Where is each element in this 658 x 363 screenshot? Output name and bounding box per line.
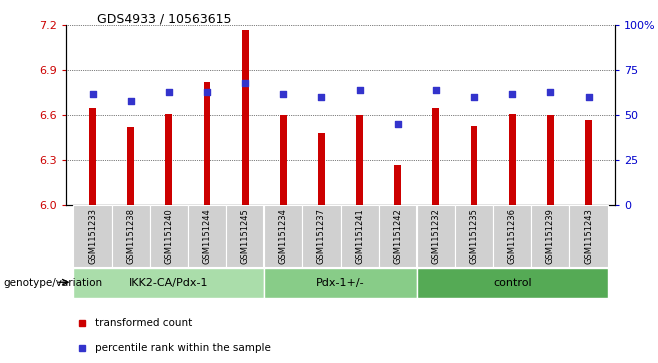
Text: GSM1151245: GSM1151245 bbox=[241, 208, 249, 264]
Point bbox=[126, 98, 136, 104]
Text: genotype/variation: genotype/variation bbox=[3, 278, 103, 288]
Bar bbox=[356, 115, 363, 205]
Point bbox=[316, 94, 327, 100]
Text: IKK2-CA/Pdx-1: IKK2-CA/Pdx-1 bbox=[129, 278, 209, 288]
Point bbox=[392, 121, 403, 127]
Point bbox=[278, 91, 289, 97]
Bar bbox=[417, 269, 607, 298]
Text: GSM1151235: GSM1151235 bbox=[470, 208, 478, 264]
Bar bbox=[493, 205, 531, 267]
Point bbox=[88, 91, 98, 97]
Text: GSM1151238: GSM1151238 bbox=[126, 208, 135, 264]
Text: Pdx-1+/-: Pdx-1+/- bbox=[316, 278, 365, 288]
Bar bbox=[165, 114, 172, 205]
Bar bbox=[585, 120, 592, 205]
Point bbox=[430, 87, 441, 93]
Bar bbox=[226, 205, 265, 267]
Bar bbox=[112, 205, 150, 267]
Bar bbox=[455, 205, 493, 267]
Text: GDS4933 / 10563615: GDS4933 / 10563615 bbox=[97, 13, 232, 26]
Text: GSM1151244: GSM1151244 bbox=[203, 208, 211, 264]
Point bbox=[507, 91, 517, 97]
Bar bbox=[150, 205, 188, 267]
Point bbox=[354, 87, 365, 93]
Bar bbox=[470, 126, 478, 205]
Bar bbox=[394, 165, 401, 205]
Text: control: control bbox=[493, 278, 532, 288]
Bar bbox=[127, 127, 134, 205]
Bar bbox=[341, 205, 378, 267]
Bar bbox=[547, 115, 554, 205]
Text: GSM1151243: GSM1151243 bbox=[584, 208, 593, 264]
Bar bbox=[203, 82, 211, 205]
Bar bbox=[509, 114, 516, 205]
Bar bbox=[188, 205, 226, 267]
Text: percentile rank within the sample: percentile rank within the sample bbox=[95, 343, 270, 353]
Bar bbox=[241, 30, 249, 205]
Text: GSM1151236: GSM1151236 bbox=[508, 208, 517, 264]
Bar bbox=[280, 115, 287, 205]
Text: GSM1151242: GSM1151242 bbox=[393, 208, 402, 264]
Text: GSM1151237: GSM1151237 bbox=[317, 208, 326, 264]
Text: GSM1151234: GSM1151234 bbox=[279, 208, 288, 264]
Bar bbox=[432, 108, 440, 205]
Bar bbox=[531, 205, 569, 267]
Bar bbox=[74, 269, 265, 298]
Bar bbox=[417, 205, 455, 267]
Text: GSM1151241: GSM1151241 bbox=[355, 208, 364, 264]
Point bbox=[583, 94, 594, 100]
Bar bbox=[378, 205, 417, 267]
Point bbox=[164, 89, 174, 95]
Point bbox=[202, 89, 213, 95]
Text: GSM1151232: GSM1151232 bbox=[432, 208, 440, 264]
Bar bbox=[303, 205, 341, 267]
Bar bbox=[74, 205, 112, 267]
Bar bbox=[569, 205, 607, 267]
Text: transformed count: transformed count bbox=[95, 318, 192, 328]
Bar bbox=[318, 133, 325, 205]
Bar bbox=[265, 269, 417, 298]
Text: GSM1151233: GSM1151233 bbox=[88, 208, 97, 264]
Text: GSM1151240: GSM1151240 bbox=[164, 208, 173, 264]
Bar bbox=[265, 205, 303, 267]
Point bbox=[545, 89, 555, 95]
Point bbox=[240, 80, 251, 86]
Text: GSM1151239: GSM1151239 bbox=[546, 208, 555, 264]
Bar bbox=[89, 108, 96, 205]
Point bbox=[468, 94, 479, 100]
